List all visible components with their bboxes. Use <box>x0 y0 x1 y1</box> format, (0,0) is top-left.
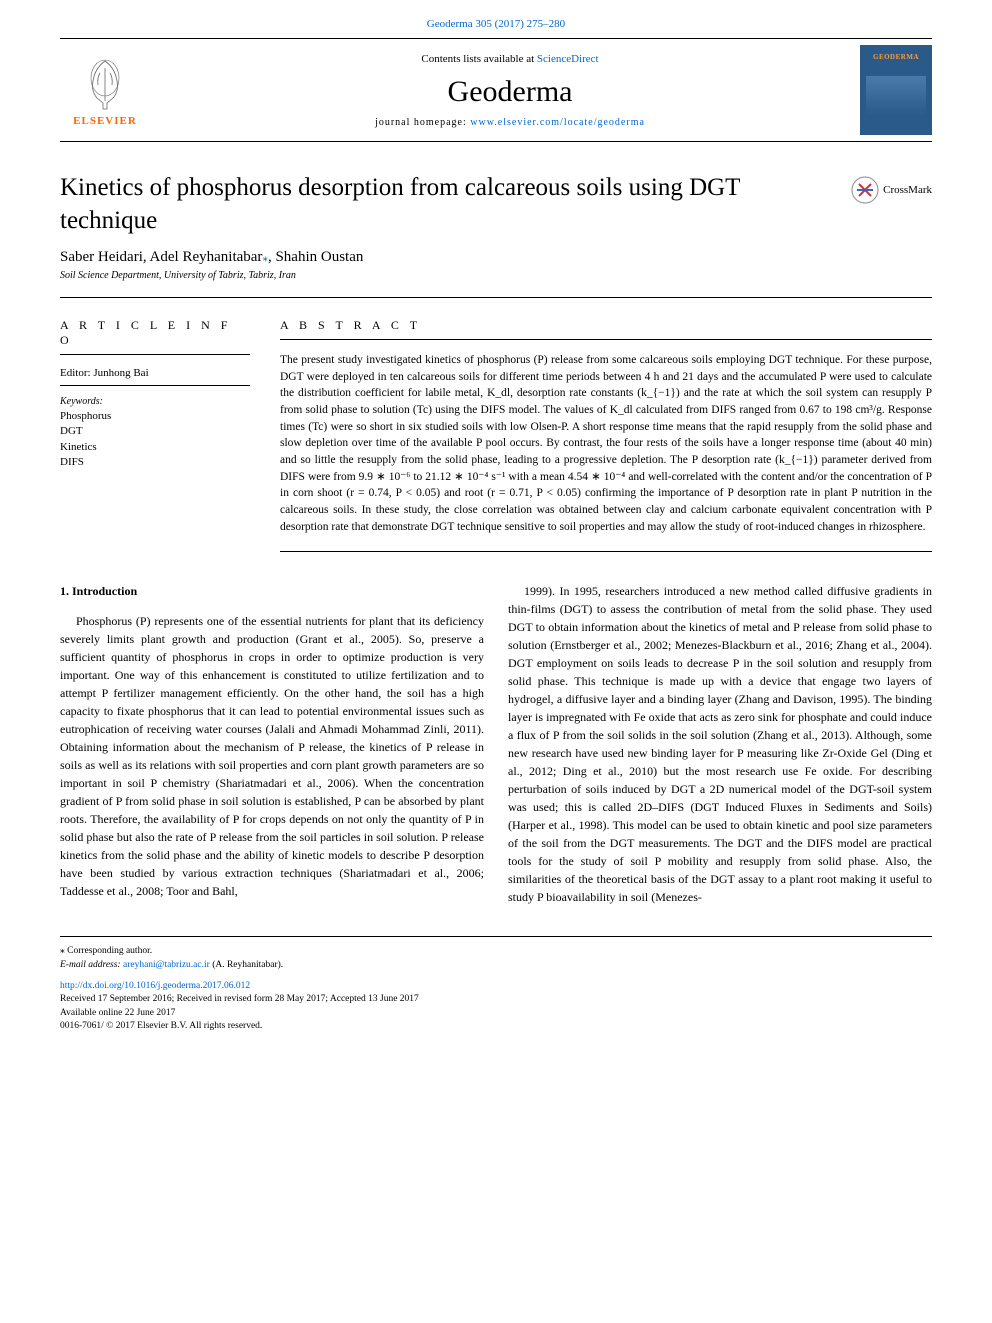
keyword: DIFS <box>60 455 250 470</box>
citation-link[interactable]: Geoderma 305 (2017) 275–280 <box>0 0 992 38</box>
cover-title: GEODERMA <box>873 53 919 61</box>
body-col-right: 1999). In 1995, researchers introduced a… <box>508 582 932 906</box>
doi-link[interactable]: http://dx.doi.org/10.1016/j.geoderma.201… <box>60 981 250 991</box>
journal-header: ELSEVIER Contents lists available at Sci… <box>60 38 932 142</box>
article-info-heading: A R T I C L E I N F O <box>60 318 250 355</box>
body-paragraph: Phosphorus (P) represents one of the ess… <box>60 612 484 900</box>
body-col-left: 1. Introduction Phosphorus (P) represent… <box>60 582 484 906</box>
abstract-text: The present study investigated kinetics … <box>280 352 932 552</box>
article-title: Kinetics of phosphorus desorption from c… <box>60 172 831 237</box>
affiliation: Soil Science Department, University of T… <box>0 270 992 297</box>
editor-name: Junhong Bai <box>93 367 148 379</box>
email-label: E-mail address: <box>60 960 123 970</box>
elsevier-logo[interactable]: ELSEVIER <box>60 45 150 135</box>
authors: Saber Heidari, Adel Reyhanitabar⁎, Shahi… <box>0 249 992 266</box>
received-line: Received 17 September 2016; Received in … <box>60 993 932 1006</box>
email-suffix: (A. Reyhanitabar). <box>210 960 283 970</box>
body-paragraph: 1999). In 1995, researchers introduced a… <box>508 582 932 906</box>
elsevier-name: ELSEVIER <box>73 115 137 127</box>
homepage-prefix: journal homepage: <box>375 117 470 128</box>
author-names-2: , Shahin Oustan <box>268 249 363 265</box>
author-names-1: Saber Heidari, Adel Reyhanitabar <box>60 249 262 265</box>
section-heading: 1. Introduction <box>60 582 484 600</box>
journal-name: Geoderma <box>160 75 860 109</box>
sciencedirect-link[interactable]: ScienceDirect <box>537 53 599 65</box>
crossmark-badge[interactable]: CrossMark <box>851 176 932 204</box>
title-row: Kinetics of phosphorus desorption from c… <box>0 142 992 249</box>
elsevier-tree-icon <box>75 53 135 113</box>
crossmark-icon <box>851 176 879 204</box>
corresponding-note: ⁎ Corresponding author. <box>60 945 932 958</box>
abstract-column: A B S T R A C T The present study invest… <box>280 318 932 552</box>
contents-available: Contents lists available at ScienceDirec… <box>160 53 860 65</box>
header-center: Contents lists available at ScienceDirec… <box>160 53 860 128</box>
abstract-heading: A B S T R A C T <box>280 318 932 340</box>
keyword: DGT <box>60 424 250 439</box>
crossmark-label: CrossMark <box>883 184 932 196</box>
keyword: Phosphorus <box>60 409 250 424</box>
editor-label: Editor: <box>60 367 93 379</box>
editor-line: Editor: Junhong Bai <box>60 367 250 386</box>
doi-line: http://dx.doi.org/10.1016/j.geoderma.201… <box>60 980 932 993</box>
keywords-label: Keywords: <box>60 396 250 407</box>
section-number: 1. <box>60 584 69 598</box>
email-link[interactable]: areyhani@tabrizu.ac.ir <box>123 960 210 970</box>
section-title: Introduction <box>72 584 137 598</box>
info-abstract-section: A R T I C L E I N F O Editor: Junhong Ba… <box>60 297 932 552</box>
copyright-line: 0016-7061/ © 2017 Elsevier B.V. All righ… <box>60 1020 932 1033</box>
email-line: E-mail address: areyhani@tabrizu.ac.ir (… <box>60 959 932 972</box>
contents-prefix: Contents lists available at <box>421 53 536 65</box>
journal-cover[interactable]: GEODERMA <box>860 45 932 135</box>
homepage-link[interactable]: www.elsevier.com/locate/geoderma <box>470 117 645 128</box>
footer: ⁎ Corresponding author. E-mail address: … <box>60 936 932 1033</box>
cover-image <box>866 76 926 116</box>
keyword: Kinetics <box>60 440 250 455</box>
body-columns: 1. Introduction Phosphorus (P) represent… <box>60 582 932 906</box>
article-info: A R T I C L E I N F O Editor: Junhong Ba… <box>60 318 280 552</box>
homepage-line: journal homepage: www.elsevier.com/locat… <box>160 117 860 128</box>
available-line: Available online 22 June 2017 <box>60 1007 932 1020</box>
